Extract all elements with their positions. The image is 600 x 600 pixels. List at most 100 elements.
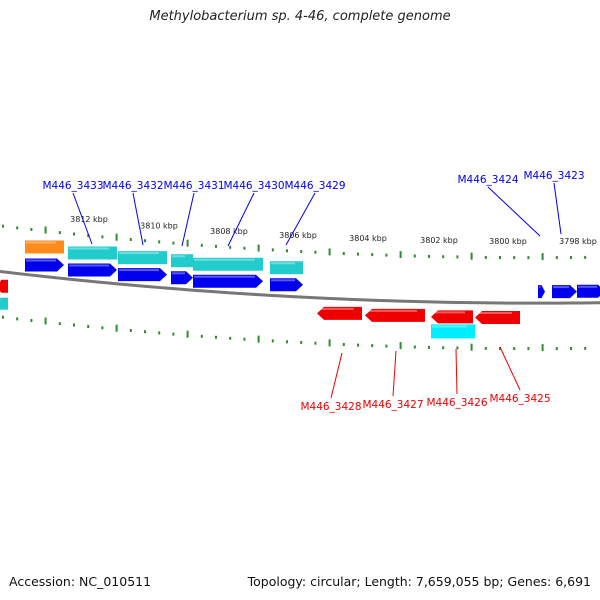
inner-scale-tick	[456, 346, 459, 350]
inner-scale-tick	[584, 346, 587, 350]
forward-gene-label: M446_3432	[102, 180, 163, 192]
outer-scale-tick	[584, 255, 587, 259]
outer-scale-tick	[385, 253, 388, 257]
outer-scale-tick	[129, 238, 132, 241]
reverse-gene-arrow	[0, 279, 8, 293]
reverse-rna-box-highlight	[0, 298, 1, 301]
reverse-gene-arrow	[431, 310, 473, 324]
outer-scale-tick	[541, 253, 544, 261]
outer-scale-tick	[30, 228, 33, 231]
scale-label: 3804 kbp	[349, 234, 387, 243]
outer-scale-tick	[215, 244, 217, 248]
outer-scale-tick	[570, 256, 572, 259]
outer-scale-tick	[328, 248, 331, 256]
reverse-gene-arrow-highlight	[366, 309, 417, 312]
reverse-gene-arrow-highlight	[432, 311, 465, 314]
outer-scale-tick	[357, 252, 359, 256]
outer-scale-tick	[58, 231, 61, 235]
inner-scale-tick	[200, 334, 203, 338]
inner-scale-tick	[257, 335, 260, 343]
forward-gene-arrow-highlight	[172, 272, 185, 275]
forward-rna-box	[118, 251, 167, 265]
forward-gene-label: M446_3423	[523, 170, 584, 182]
outer-scale-tick	[286, 249, 288, 253]
forward-gene-label: M446_3430	[223, 180, 284, 192]
reverse-gene-arrow-highlight	[0, 280, 1, 283]
scale-label: 3812 kbp	[70, 215, 108, 224]
forward-gene-arrow-highlight	[271, 279, 295, 282]
outer-scale-tick	[342, 252, 345, 255]
genome-summary-text: Topology: circular; Length: 7,659,055 bp…	[247, 574, 591, 589]
inner-scale-tick	[271, 339, 274, 343]
reverse-rna-box	[431, 324, 475, 339]
inner-scale-tick	[484, 346, 487, 350]
forward-gene-arrow-highlight	[553, 286, 569, 289]
inner-scale-tick	[300, 341, 303, 344]
reverse-gene-arrow-highlight	[476, 312, 512, 314]
forward-gene-label: M446_3431	[163, 180, 224, 192]
inner-scale-tick	[158, 331, 161, 335]
inner-scale-tick	[385, 344, 388, 348]
forward-gene-label: M446_3433	[42, 180, 103, 192]
forward-label-leader	[181, 192, 195, 247]
outer-scale-tick	[470, 252, 473, 260]
inner-scale-tick	[144, 330, 146, 334]
forward-gene-arrow	[171, 271, 193, 285]
inner-scale-tick	[229, 336, 232, 340]
inner-scale-tick	[243, 337, 246, 341]
outer-scale-tick	[456, 255, 459, 259]
forward-rna-box-highlight	[271, 262, 295, 265]
outer-scale-tick	[399, 251, 402, 259]
forward-rna-box-highlight	[172, 255, 185, 258]
inner-scale-tick	[286, 340, 288, 344]
outer-scale-tick	[484, 255, 487, 259]
inner-scale-tick	[527, 347, 530, 351]
outer-scale-tick	[314, 250, 317, 254]
forward-rna-box	[270, 261, 303, 275]
forward-gene-arrow	[552, 285, 577, 299]
outer-scale-tick	[442, 255, 445, 259]
forward-label-leader	[72, 192, 93, 245]
reverse-label-leader	[392, 350, 397, 397]
outer-scale-tick	[115, 233, 118, 241]
forward-gene-arrow-highlight	[119, 269, 159, 272]
outer-scale-tick	[2, 224, 4, 228]
outer-scale-tick	[200, 243, 203, 247]
forward-label-leader	[132, 192, 144, 246]
inner-scale-tick	[499, 347, 501, 350]
inner-scale-tick	[357, 343, 359, 347]
inner-scale-tick	[541, 344, 544, 352]
outer-scale-tick	[300, 250, 303, 253]
forward-gene-arrow-highlight	[578, 285, 597, 288]
reverse-label-leader	[455, 348, 458, 395]
reverse-gene-arrow	[475, 311, 520, 324]
scale-label: 3800 kbp	[489, 237, 527, 246]
forward-label-leader	[553, 182, 562, 235]
outer-scale-tick	[44, 226, 47, 234]
outer-scale-tick	[527, 256, 530, 260]
genome-backbone	[0, 269, 600, 305]
forward-gene-arrow	[68, 263, 117, 277]
forward-gene-label: M446_3424	[457, 174, 518, 186]
reverse-gene-label: M446_3425	[489, 393, 550, 405]
scale-label: 3810 kbp	[140, 222, 178, 231]
outer-scale-tick	[16, 226, 19, 230]
forward-rna-box-highlight	[119, 252, 159, 255]
outer-scale-tick	[555, 256, 558, 260]
inner-scale-tick	[30, 319, 33, 322]
forward-gene-arrow-highlight	[539, 286, 541, 289]
inner-scale-tick	[186, 330, 189, 338]
reverse-label-leader	[499, 346, 521, 391]
inner-scale-tick	[58, 322, 61, 326]
scale-label: 3806 kbp	[279, 231, 317, 240]
forward-label-leader	[285, 192, 316, 246]
inner-scale-tick	[342, 343, 345, 346]
reverse-label-leader	[330, 352, 343, 399]
inner-scale-tick	[328, 339, 331, 347]
outer-scale-tick	[371, 253, 374, 257]
inner-scale-tick	[101, 326, 104, 330]
forward-rna-box	[171, 254, 193, 268]
inner-scale-tick	[44, 317, 47, 325]
inner-scale-tick	[87, 325, 90, 328]
reverse-gene-label: M446_3427	[362, 399, 423, 411]
